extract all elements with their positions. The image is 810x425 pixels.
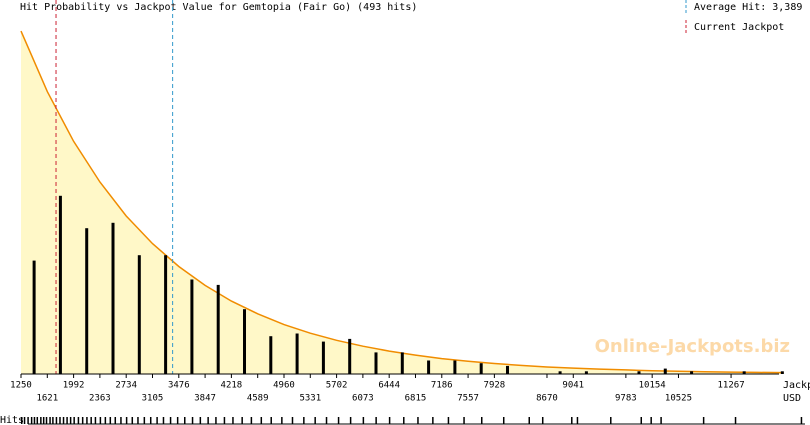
bar [453, 360, 457, 374]
x-tick-label: 10154 [639, 381, 666, 391]
x-tick-label: 9783 [615, 394, 637, 404]
watermark: Online-Jackpots.biz [595, 336, 790, 357]
bar [637, 371, 641, 374]
x-tick-label: 6444 [378, 381, 400, 391]
x-tick-label: 8670 [536, 394, 558, 404]
bar [243, 309, 247, 374]
bar [216, 284, 220, 374]
bar [780, 371, 784, 374]
x-tick-label: 4960 [273, 381, 295, 391]
x-tick-label: 2363 [89, 394, 111, 404]
bar [190, 279, 194, 374]
x-tick-label: 3847 [194, 394, 216, 404]
x-tick-label: 6815 [405, 394, 427, 404]
x-tick-label: 3105 [142, 394, 164, 404]
bar [348, 338, 352, 374]
x-tick-label: 5331 [299, 394, 321, 404]
bar [111, 222, 115, 374]
bar [269, 336, 273, 374]
bar [374, 352, 378, 374]
x-tick-label: 6073 [352, 394, 374, 404]
bar [321, 341, 325, 374]
x-tick-label: 7557 [457, 394, 479, 404]
bar [58, 195, 62, 374]
x-tick-label: 9041 [562, 381, 584, 391]
x-tick-label: 4589 [247, 394, 269, 404]
x-tick-label: 2734 [115, 381, 137, 391]
x-tick-label: 11267 [718, 381, 745, 391]
fit-area [21, 31, 784, 374]
x-tick-label: 10525 [665, 394, 692, 404]
bar [164, 255, 168, 374]
bar [427, 360, 431, 374]
x-tick-label: 5702 [326, 381, 348, 391]
bar [558, 371, 562, 374]
x-axis-label: USD [783, 393, 801, 404]
x-tick-label: 1250 [10, 381, 32, 391]
bar [690, 371, 694, 374]
x-tick-label: 7186 [431, 381, 453, 391]
bar [295, 333, 299, 374]
bar [584, 371, 588, 374]
bar [479, 363, 483, 374]
hits-label: Hits [0, 415, 24, 425]
x-tick-label: 7928 [484, 381, 506, 391]
x-tick-label: 4218 [221, 381, 243, 391]
bar [663, 368, 667, 374]
bar [742, 371, 746, 374]
bar [32, 260, 36, 374]
bar [137, 255, 141, 374]
x-axis-label: Jackpot, [783, 380, 810, 391]
x-tick-label: 1992 [63, 381, 85, 391]
legend-current: Current Jackpot [694, 22, 784, 33]
bar [400, 352, 404, 374]
legend-average: Average Hit: 3,389 [694, 2, 802, 13]
bar [505, 365, 509, 374]
chart-title: Hit Probability vs Jackpot Value for Gem… [20, 2, 417, 13]
bar [85, 228, 89, 374]
x-tick-label: 3476 [168, 381, 190, 391]
x-tick-label: 1621 [36, 394, 58, 404]
